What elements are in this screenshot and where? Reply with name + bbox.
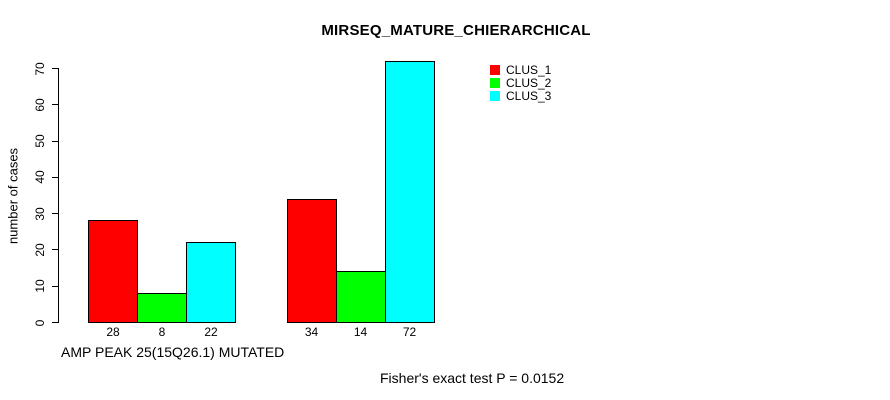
- y-axis-tick: [52, 68, 58, 69]
- bar-clus_3-group-2: [384, 60, 435, 323]
- y-axis-tick: [52, 285, 58, 287]
- bar-clus_2-group-1: [137, 292, 187, 323]
- legend-item-clus-1: CLUS_1: [490, 63, 552, 77]
- bar-value-label: 8: [158, 325, 166, 339]
- y-axis-line: [58, 68, 59, 323]
- legend-label-clus-2: CLUS_2: [506, 76, 552, 90]
- bar-clus_3-group-1: [186, 242, 236, 323]
- legend: CLUS_1 CLUS_2 CLUS_3: [490, 63, 552, 104]
- y-axis-tick-label: 10: [33, 279, 47, 293]
- y-axis-tick-label: 0: [33, 319, 47, 326]
- y-axis-tick: [52, 213, 58, 215]
- bar-value-label: 22: [204, 325, 218, 339]
- bar-clus_2-group-2: [335, 271, 386, 323]
- y-axis-tick-label: 30: [33, 206, 47, 221]
- fisher-test-note: Fisher's exact test P = 0.0152: [380, 370, 565, 386]
- bar-value-label: 72: [402, 325, 417, 339]
- y-axis-label: number of cases: [5, 147, 21, 245]
- y-axis-tick-label: 50: [33, 134, 47, 148]
- legend-label-clus-1: CLUS_1: [506, 63, 552, 77]
- y-axis-tick: [52, 249, 58, 251]
- legend-swatch-clus-3-icon: [490, 91, 500, 101]
- bar-clus_1-group-2: [286, 198, 337, 323]
- legend-item-clus-3: CLUS_3: [490, 89, 552, 103]
- y-axis-tick: [52, 140, 58, 142]
- legend-swatch-clus-1-icon: [490, 65, 500, 75]
- y-axis-tick-label: 60: [33, 98, 47, 112]
- y-axis-tick-label: 40: [33, 170, 47, 185]
- bar-clus_1-group-1: [88, 220, 138, 323]
- x-axis-label: AMP PEAK 25(15Q26.1) MUTATED: [61, 344, 285, 360]
- y-axis-tick: [52, 176, 58, 178]
- y-axis-tick-label: 70: [33, 61, 47, 76]
- y-axis-tick: [52, 104, 58, 106]
- bar-value-label: 34: [304, 325, 319, 339]
- bar-value-label: 28: [106, 325, 120, 339]
- legend-swatch-clus-2-icon: [490, 78, 500, 88]
- bar-value-label: 14: [353, 325, 368, 339]
- legend-item-clus-2: CLUS_2: [490, 76, 552, 90]
- y-axis-tick: [52, 322, 58, 323]
- y-axis-tick-label: 20: [33, 243, 47, 257]
- chart-title: MIRSEQ_MATURE_CHIERARCHICAL: [321, 22, 591, 39]
- legend-label-clus-3: CLUS_3: [506, 89, 552, 103]
